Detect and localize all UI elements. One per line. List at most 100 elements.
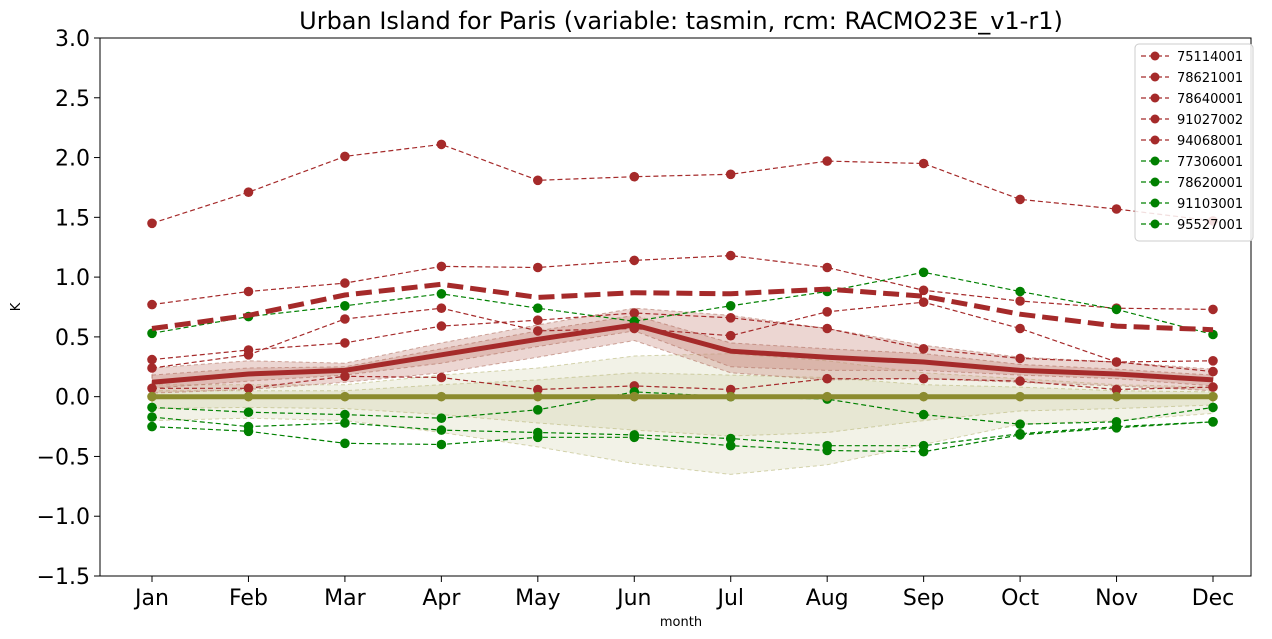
point-91027002-Jul xyxy=(725,169,736,180)
x-tick-label-Nov: Nov xyxy=(1095,586,1138,611)
x-tick-label-Feb: Feb xyxy=(229,586,268,611)
legend-label: 78640001 xyxy=(1177,92,1243,107)
point-78621001-Oct xyxy=(1015,353,1025,364)
reference-point-Jan xyxy=(147,391,157,402)
point-94068001-Sep xyxy=(918,297,929,308)
y-tick-label: 0.5 xyxy=(55,326,90,351)
point-91027002-Mar xyxy=(340,151,350,162)
series-75114001 xyxy=(147,250,1218,315)
point-75114001-Feb xyxy=(243,286,254,297)
point-78621001-Dec xyxy=(1208,356,1218,366)
point-91103001-May xyxy=(533,427,543,438)
legend: 75114001 78621001 78640001 91027002 94068001… xyxy=(1134,43,1254,242)
series-line-91103001 xyxy=(151,416,1214,447)
y-tick-label: 1.0 xyxy=(55,266,90,291)
point-78620001-Mar xyxy=(340,438,350,449)
point-91103001-Oct xyxy=(1015,428,1025,439)
series-line-75114001 xyxy=(151,254,1214,310)
point-77306001-Jan xyxy=(147,328,157,339)
point-75114001-Jan xyxy=(147,299,157,310)
series-line-78640001 xyxy=(152,375,1214,391)
legend-item-75114001: 75114001 xyxy=(1141,50,1243,65)
legend-marker xyxy=(1150,72,1160,82)
point-77306001-Jul xyxy=(725,301,736,311)
point-91103001-Jun xyxy=(629,430,640,440)
point-91027002-May xyxy=(533,175,543,186)
point-94068001-Jul xyxy=(725,330,736,341)
plot-area xyxy=(147,139,1218,475)
reference-point-Nov xyxy=(1111,391,1122,402)
legend-label: 94068001 xyxy=(1177,134,1243,149)
point-78640001-Sep xyxy=(918,373,929,384)
y-tick-label: −1.5 xyxy=(37,565,90,590)
legend-marker xyxy=(1150,135,1160,145)
reference-point-Mar xyxy=(340,391,350,402)
legend-item-95527001: 95527001 xyxy=(1141,218,1243,233)
point-94068001-Dec xyxy=(1208,366,1218,377)
x-tick-label-Jan: Jan xyxy=(133,586,169,611)
point-91103001-Sep xyxy=(918,440,929,451)
chart-title: Urban Island for Paris (variable: tasmin… xyxy=(299,7,1063,35)
point-75114001-Jul xyxy=(725,250,736,261)
point-75114001-Apr xyxy=(436,261,447,272)
x-tick-label-May: May xyxy=(515,586,560,611)
y-tick-label: −1.0 xyxy=(37,505,90,530)
point-75114001-Jun xyxy=(629,255,640,266)
point-91027002-Oct xyxy=(1015,194,1025,205)
legend-item-78621001: 78621001 xyxy=(1141,71,1243,86)
point-94068001-May xyxy=(533,326,543,336)
point-91027002-Apr xyxy=(436,139,447,150)
x-tick-label-Apr: Apr xyxy=(422,586,461,611)
series-layer xyxy=(147,139,1218,475)
reference-point-Dec xyxy=(1208,391,1218,402)
legend-label: 75114001 xyxy=(1177,50,1243,65)
point-78640001-Dec xyxy=(1208,382,1218,392)
x-axis: Jan Feb Mar Apr May Jun Jul Aug Sep Oct Nov Dec xyxy=(133,576,1234,611)
point-77306001-Apr xyxy=(436,289,447,299)
point-91103001-Jan xyxy=(147,412,157,422)
x-tick-label-Mar: Mar xyxy=(324,586,366,611)
point-95527001-May xyxy=(533,405,543,415)
point-95527001-Sep xyxy=(918,409,929,420)
x-tick-label-Oct: Oct xyxy=(1001,586,1039,611)
reference-point-Sep xyxy=(918,391,929,402)
point-94068001-Nov xyxy=(1111,357,1122,367)
legend-item-91027002: 91027002 xyxy=(1141,113,1243,128)
point-77306001-Sep xyxy=(918,267,929,278)
x-axis-label: month xyxy=(660,615,702,630)
y-tick-label: 2.5 xyxy=(55,87,90,112)
y-axis: 3.0 2.5 2.0 1.5 1.0 0.5 0.0 −0.5 −1.0 −1.5 xyxy=(37,27,100,590)
legend-label: 91103001 xyxy=(1177,197,1243,212)
series-line-77306001 xyxy=(151,271,1214,336)
point-95527001-Nov xyxy=(1111,417,1122,427)
point-77306001-Mar xyxy=(340,301,350,311)
x-tick-label-Jul: Jul xyxy=(715,586,744,611)
point-78640001-Aug xyxy=(822,373,832,384)
point-94068001-Oct xyxy=(1015,323,1025,334)
point-78640001-Apr xyxy=(436,372,447,383)
point-91027002-Sep xyxy=(918,158,929,169)
plot-frame xyxy=(99,37,1252,577)
reference-point-Oct xyxy=(1015,391,1025,402)
point-78621001-Jul xyxy=(725,313,736,323)
point-95527001-Apr xyxy=(436,413,447,424)
point-91103001-Apr xyxy=(436,425,447,435)
point-94068001-Mar xyxy=(340,314,350,324)
series-line-91027002 xyxy=(151,143,1214,224)
legend-item-91103001: 91103001 xyxy=(1141,197,1243,212)
legend-item-94068001: 94068001 xyxy=(1141,134,1243,149)
point-78621001-Apr xyxy=(436,321,447,331)
point-78621001-Sep xyxy=(918,344,929,354)
point-91027002-Jan xyxy=(147,218,157,229)
legend-marker xyxy=(1150,156,1160,166)
point-75114001-Aug xyxy=(822,262,832,273)
point-91027002-Aug xyxy=(822,156,832,166)
point-78620001-Jan xyxy=(147,421,157,432)
reference-point-Aug xyxy=(822,391,832,402)
point-78640001-May xyxy=(533,384,543,395)
point-94068001-Aug xyxy=(822,307,832,317)
point-78640001-Oct xyxy=(1015,376,1025,386)
y-tick-label: 0.0 xyxy=(55,386,90,411)
point-78621001-Jan xyxy=(147,354,157,365)
y-tick-label: 1.5 xyxy=(55,206,90,231)
